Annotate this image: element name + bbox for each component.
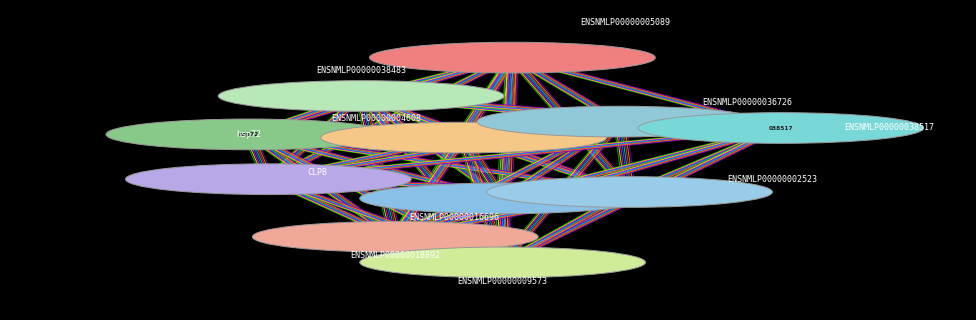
Ellipse shape [360,247,645,278]
Ellipse shape [370,42,655,73]
Text: ENSNMLP00000016696: ENSNMLP00000016696 [409,213,499,222]
Text: ENSNMLP00000018892: ENSNMLP00000018892 [350,252,440,260]
Text: ENSNMLP00000009573: ENSNMLP00000009573 [458,277,548,286]
Text: 038517: 038517 [768,125,793,131]
Ellipse shape [477,106,762,137]
Ellipse shape [253,221,538,252]
Text: ENSNMLP00000036726: ENSNMLP00000036726 [703,98,793,107]
Ellipse shape [638,113,923,143]
Text: hsp72: hsp72 [239,132,259,137]
Ellipse shape [106,119,391,150]
Ellipse shape [360,183,645,214]
Text: ENSNMLP00000004608: ENSNMLP00000004608 [331,114,421,123]
Ellipse shape [219,81,504,111]
Text: hsp72: hsp72 [236,130,262,139]
Text: ENSNMLP00000002523: ENSNMLP00000002523 [727,175,817,184]
Text: ENSNMLP00000038483: ENSNMLP00000038483 [316,66,406,75]
Text: ENSNMLP00000005089: ENSNMLP00000005089 [581,18,671,27]
Text: ENSNMLP00000038517: ENSNMLP00000038517 [844,124,934,132]
Ellipse shape [126,164,411,195]
Text: CLPB: CLPB [307,168,327,177]
Ellipse shape [487,177,772,207]
Ellipse shape [321,122,606,153]
